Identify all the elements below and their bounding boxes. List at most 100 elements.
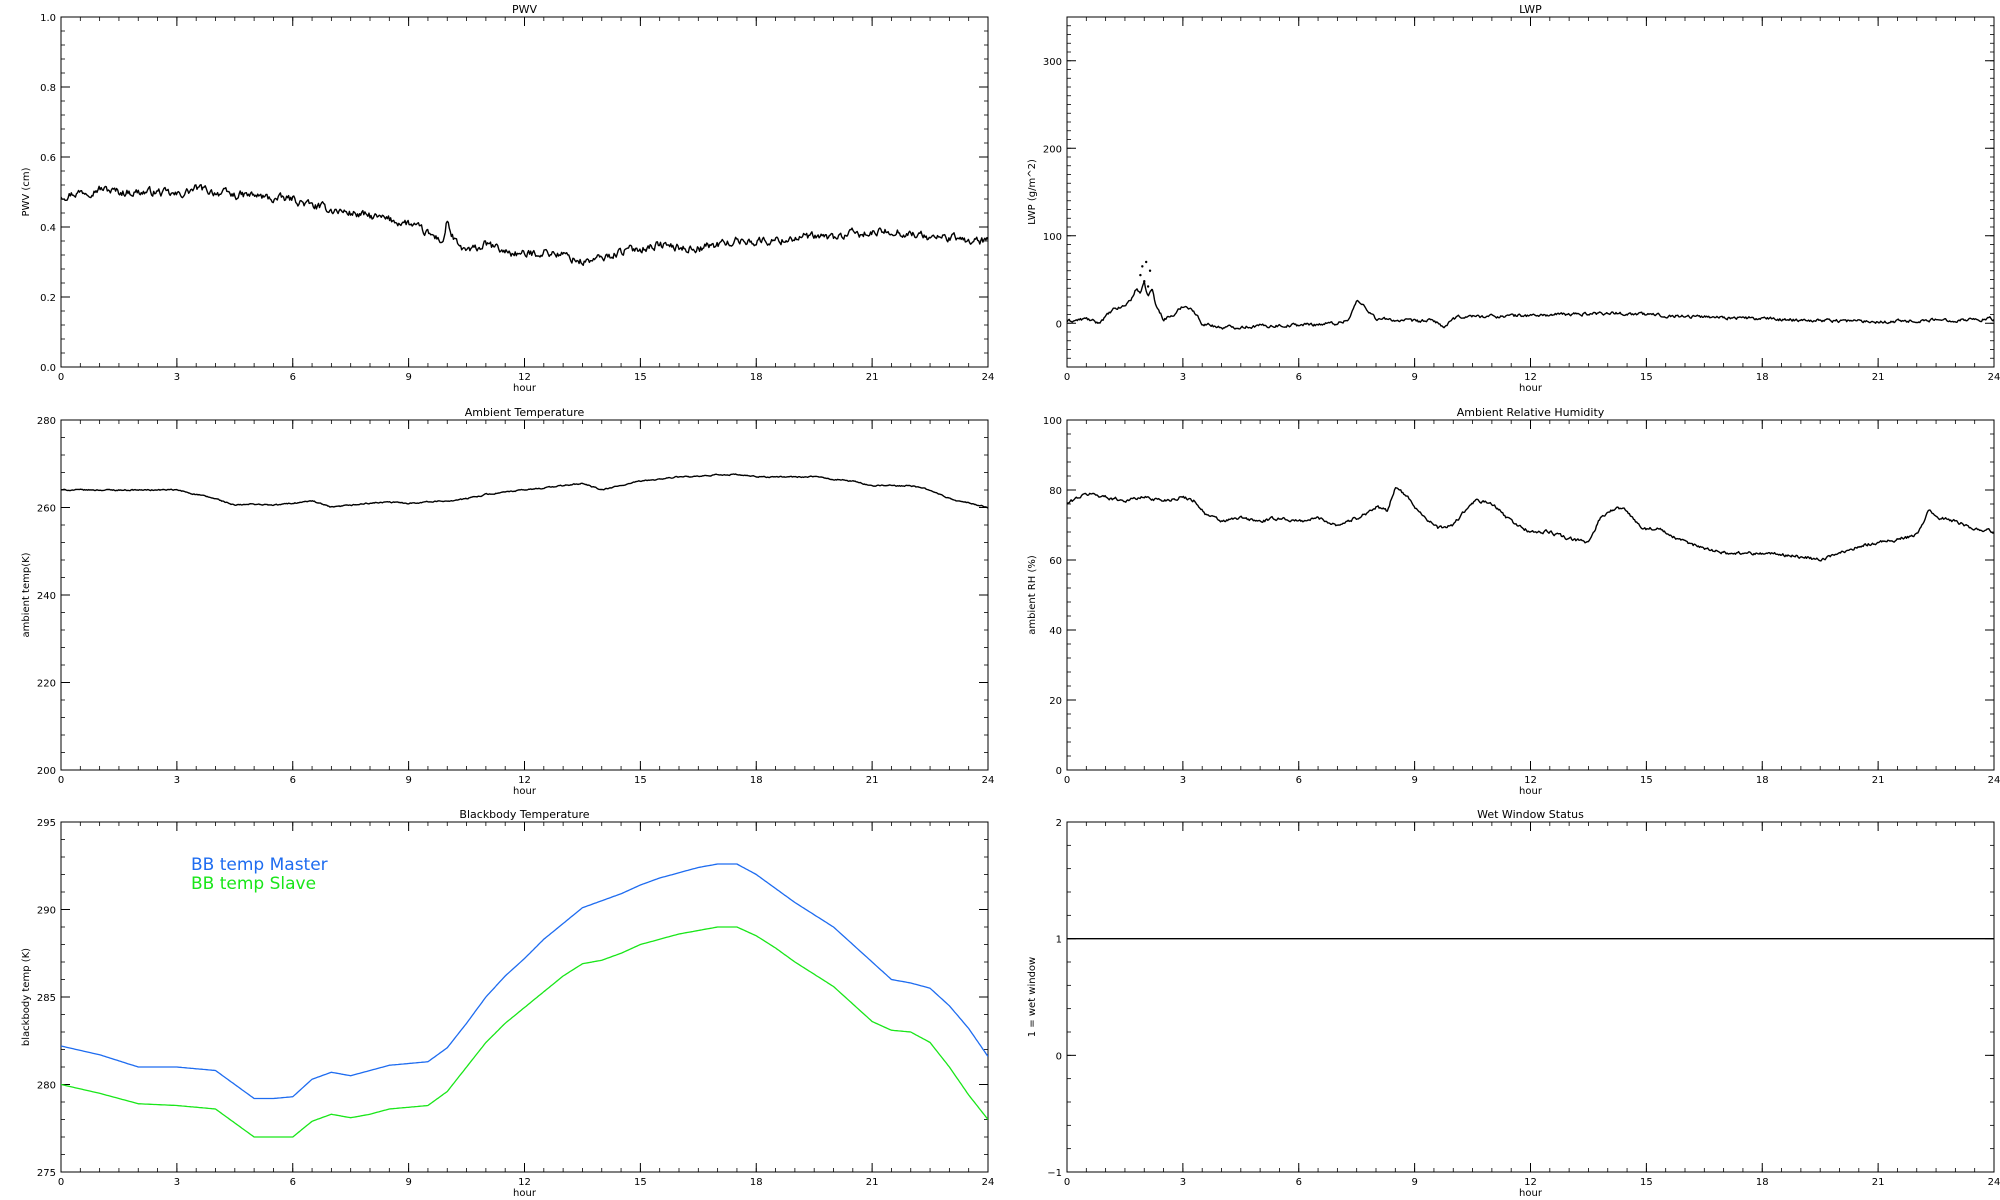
y-tick-label: 0.6 (40, 153, 56, 164)
data-point (1150, 288, 1154, 292)
chart-panel-1: LWP 0 3 6 9 12 15 18 21 24 0 100 200 300 hour LWP (g/m^… (1027, 3, 2000, 394)
y-tick-label: 40 (1049, 626, 1062, 637)
data-point (1146, 285, 1150, 288)
y-tick-label: 1.0 (40, 13, 56, 24)
y-tick-label: 0.4 (40, 223, 56, 234)
x-tick-label: 0 (1064, 372, 1070, 383)
series-line-0 (1067, 487, 1994, 562)
x-tick-label: 0 (1064, 775, 1070, 786)
x-tick-label: 3 (1180, 775, 1186, 786)
x-axis-label: hour (1519, 383, 1543, 394)
data-point (1141, 265, 1144, 268)
x-tick-label: 6 (1296, 372, 1302, 383)
y-tick-label: 1 (1056, 935, 1062, 946)
chart-title: Ambient Relative Humidity (1457, 406, 1605, 419)
y-tick-label: −1 (1047, 1168, 1062, 1179)
x-tick-label: 9 (405, 775, 411, 786)
x-tick-label: 21 (1872, 775, 1885, 786)
data-point (1139, 273, 1142, 277)
y-tick-label: 200 (37, 766, 56, 777)
y-tick-label: 300 (1043, 57, 1062, 68)
x-tick-label: 24 (1988, 1177, 2000, 1188)
x-tick-label: 21 (1872, 372, 1885, 383)
x-tick-label: 3 (1180, 1177, 1186, 1188)
x-tick-label: 3 (174, 1177, 180, 1188)
y-tick-label: 280 (37, 416, 56, 427)
y-axis-label: PWV (cm) (21, 167, 32, 216)
y-axis-label: LWP (g/m^2) (1027, 159, 1038, 225)
x-tick-label: 12 (518, 1177, 531, 1188)
x-tick-label: 0 (58, 1177, 64, 1188)
y-tick-label: 100 (1043, 416, 1062, 427)
y-tick-label: 20 (1049, 696, 1062, 707)
chart-panel-3: Ambient Relative Humidity 0 3 6 9 12 15 18 21 24 0… (1027, 406, 2000, 797)
x-tick-label: 24 (982, 372, 995, 383)
x-tick-label: 3 (174, 372, 180, 383)
y-tick-label: 240 (37, 591, 56, 602)
y-tick-label: 0.0 (40, 363, 56, 374)
x-tick-label: 6 (290, 372, 296, 383)
x-axis-label: hour (513, 383, 537, 394)
y-tick-label: 290 (37, 906, 56, 917)
y-tick-label: 0 (1056, 1051, 1062, 1062)
x-tick-label: 9 (405, 372, 411, 383)
y-tick-label: 280 (37, 1081, 56, 1092)
y-tick-label: 260 (37, 504, 56, 515)
x-tick-label: 15 (1640, 1177, 1653, 1188)
x-tick-label: 9 (1411, 372, 1417, 383)
x-tick-label: 3 (174, 775, 180, 786)
x-tick-label: 9 (1411, 1177, 1417, 1188)
x-tick-label: 21 (1872, 1177, 1885, 1188)
x-tick-label: 21 (866, 372, 879, 383)
series-line-0 (61, 863, 988, 1100)
x-tick-label: 12 (518, 372, 531, 383)
data-point (1144, 260, 1148, 264)
y-axis-label: ambient RH (%) (1027, 555, 1038, 635)
y-tick-label: 275 (37, 1168, 56, 1179)
y-axis-label: 1 = wet window (1027, 957, 1038, 1037)
x-tick-label: 0 (58, 775, 64, 786)
y-tick-label: 0.2 (40, 293, 56, 304)
x-tick-label: 18 (750, 775, 763, 786)
y-tick-label: 220 (37, 679, 56, 690)
y-axis-label: blackbody temp (K) (21, 948, 32, 1046)
x-tick-label: 6 (1296, 775, 1302, 786)
x-tick-label: 21 (866, 775, 879, 786)
y-tick-label: 100 (1043, 232, 1062, 243)
x-tick-label: 0 (58, 372, 64, 383)
x-tick-label: 21 (866, 1177, 879, 1188)
x-tick-label: 18 (1756, 372, 1769, 383)
x-tick-label: 24 (1988, 775, 2000, 786)
y-tick-label: 0 (1056, 766, 1062, 777)
chart-title: Ambient Temperature (465, 406, 585, 419)
x-tick-label: 12 (518, 775, 531, 786)
y-tick-label: 0 (1056, 319, 1062, 330)
x-tick-label: 12 (1524, 1177, 1537, 1188)
y-tick-label: 2 (1056, 818, 1062, 829)
x-axis-label: hour (1519, 786, 1543, 797)
series-line-0 (61, 473, 988, 509)
x-tick-label: 15 (634, 372, 647, 383)
x-tick-label: 24 (982, 1177, 995, 1188)
chart-panel-2: Ambient Temperature 0 3 6 9 12 15 18 21 24 200 220 2… (21, 406, 994, 797)
x-tick-label: 24 (1988, 372, 2000, 383)
y-tick-label: 60 (1049, 556, 1062, 567)
y-tick-label: 0.8 (40, 83, 56, 94)
series-line-1 (61, 926, 988, 1138)
x-tick-label: 12 (1524, 775, 1537, 786)
y-tick-label: 285 (37, 993, 56, 1004)
series-line-0 (1067, 280, 1994, 330)
x-tick-label: 18 (1756, 1177, 1769, 1188)
x-axis-label: hour (513, 1188, 537, 1199)
x-tick-label: 6 (290, 775, 296, 786)
y-tick-label: 200 (1043, 144, 1062, 155)
x-tick-label: 24 (982, 775, 995, 786)
y-tick-label: 295 (37, 818, 56, 829)
x-tick-label: 18 (1756, 775, 1769, 786)
x-tick-label: 0 (1064, 1177, 1070, 1188)
x-tick-label: 6 (1296, 1177, 1302, 1188)
legend-entry: BB temp Slave (191, 874, 316, 894)
x-tick-label: 15 (1640, 372, 1653, 383)
chart-title: LWP (1519, 3, 1542, 16)
